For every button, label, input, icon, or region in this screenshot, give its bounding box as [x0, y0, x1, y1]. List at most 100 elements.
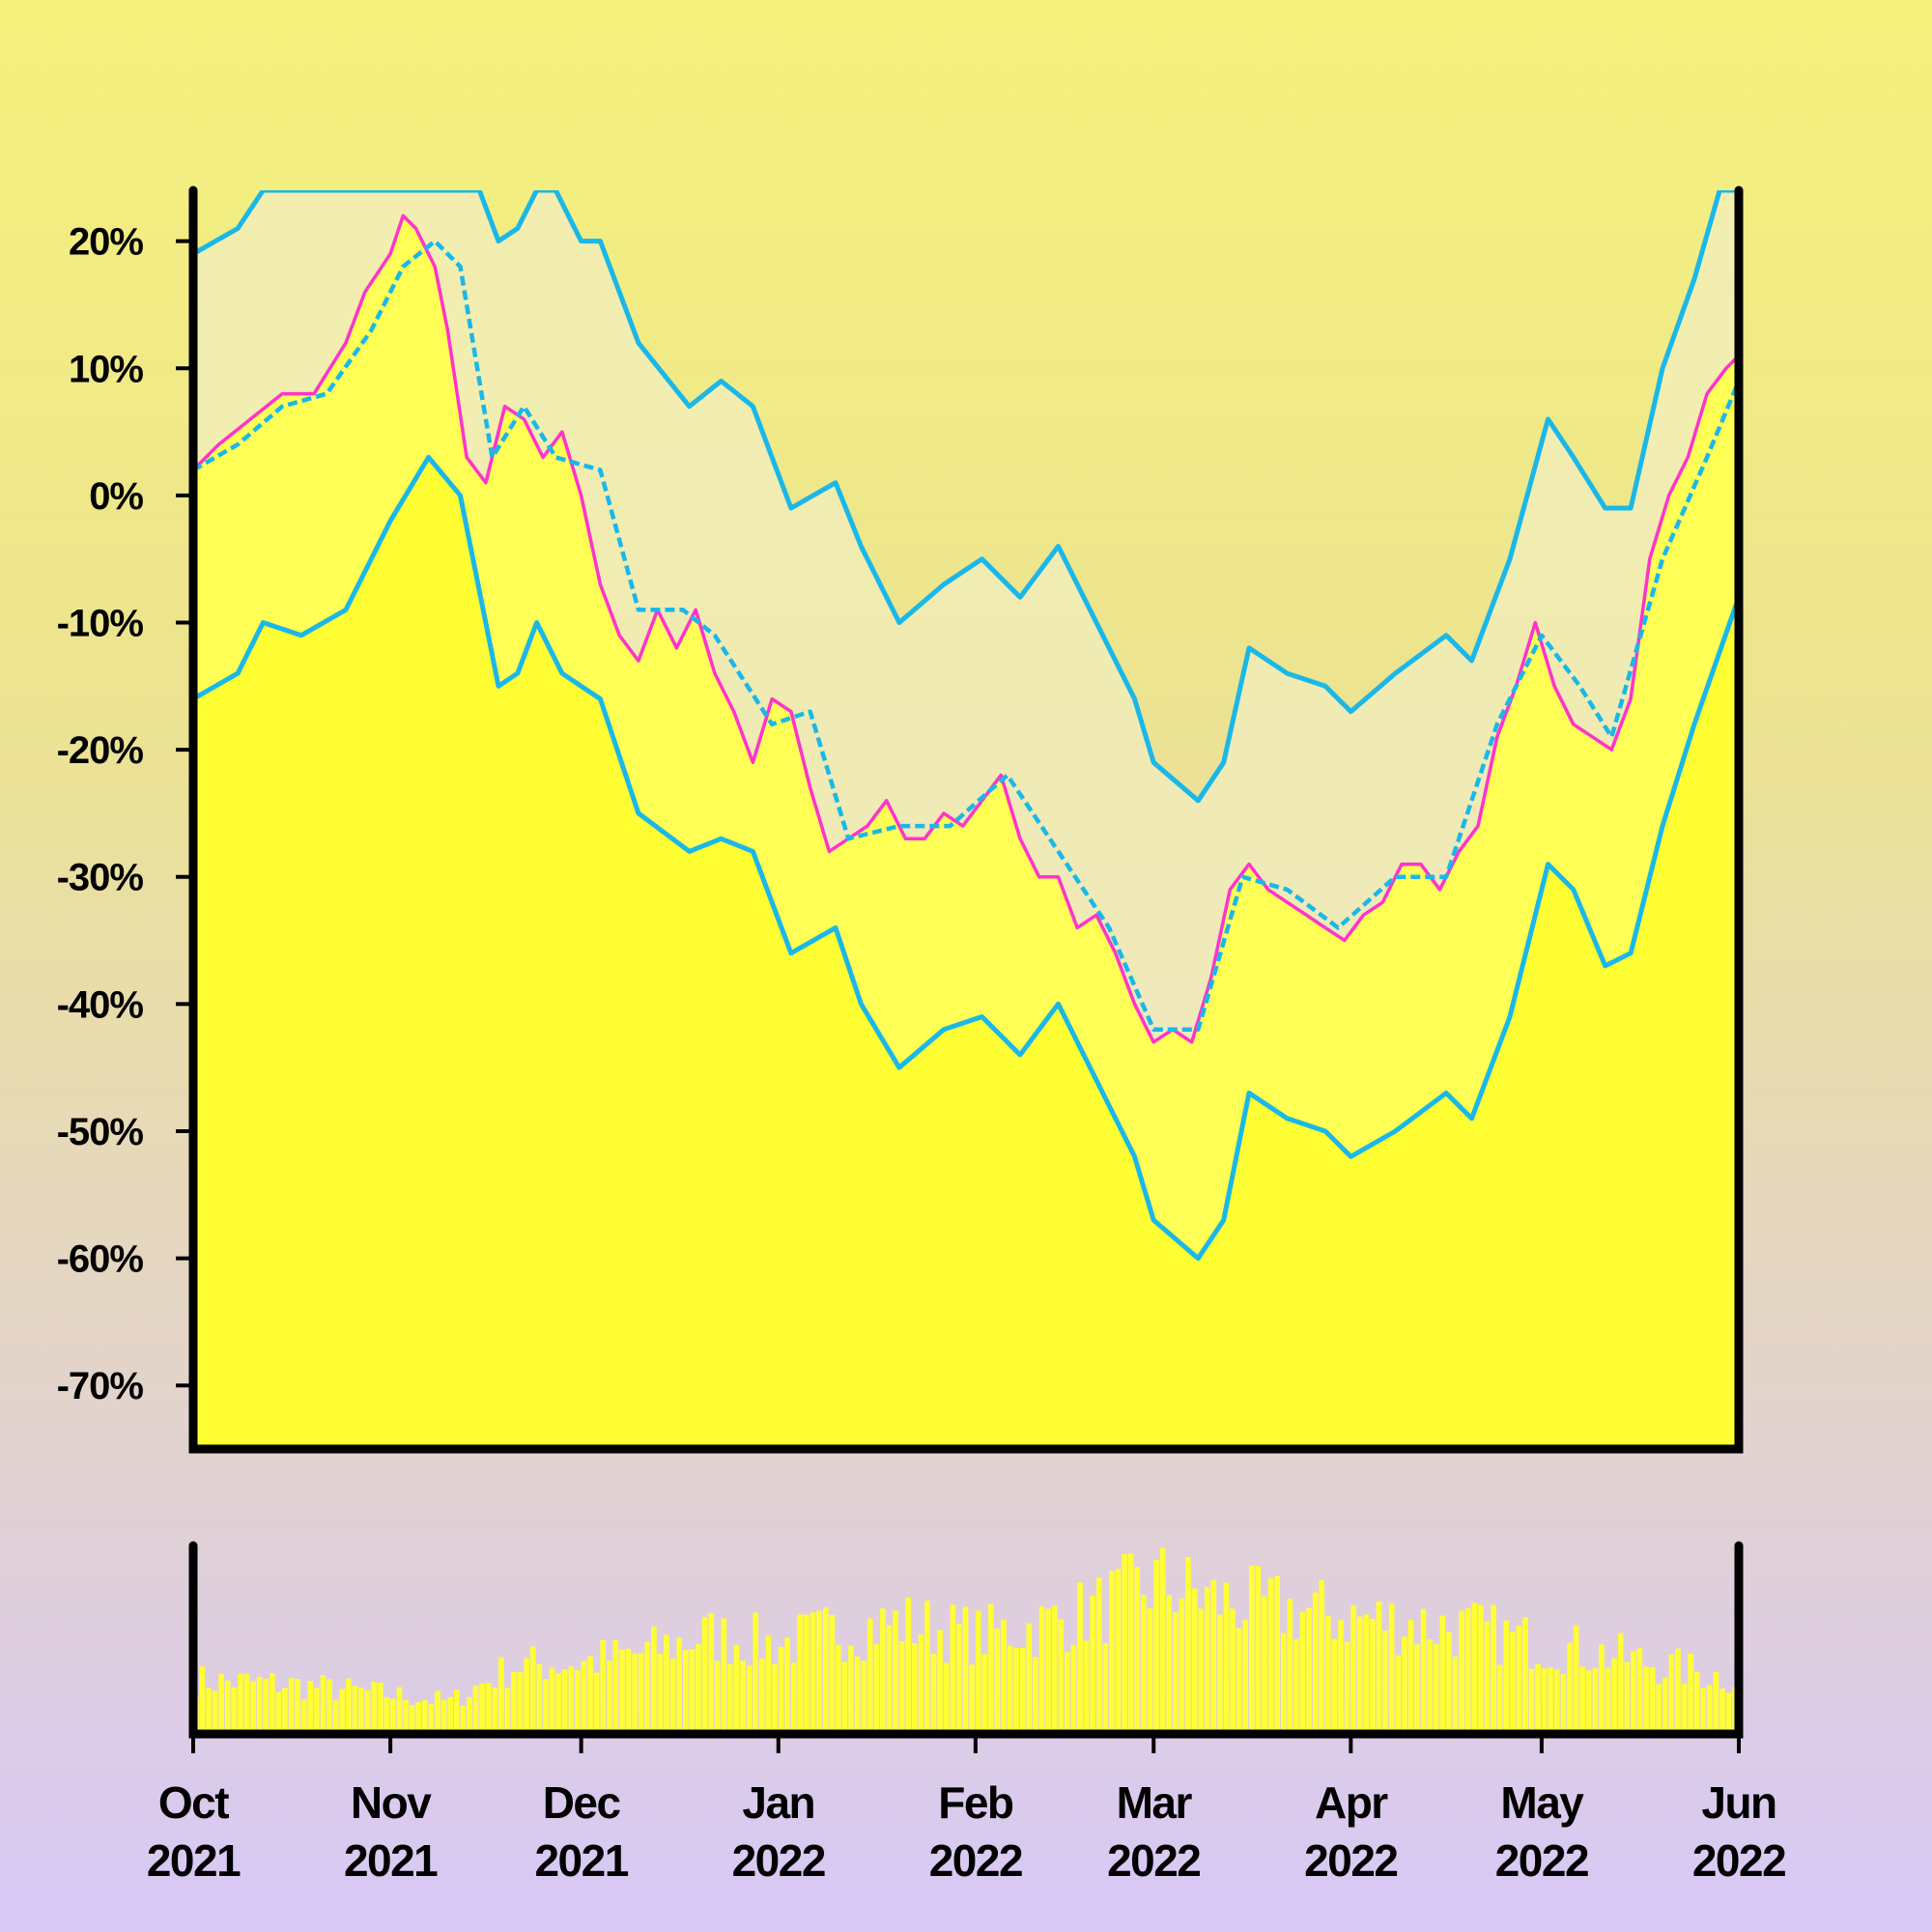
volume-bar	[644, 1641, 651, 1734]
volume-bar	[568, 1666, 575, 1734]
volume-bar	[619, 1649, 625, 1734]
volume-bar	[504, 1688, 511, 1734]
volume-bar	[1624, 1662, 1631, 1734]
volume-bar	[1007, 1645, 1013, 1734]
volume-bar	[1452, 1656, 1459, 1734]
y-tick-label: 20%	[69, 221, 143, 264]
volume-bar	[988, 1604, 994, 1734]
volume-bar	[683, 1649, 689, 1734]
volume-bar	[339, 1689, 346, 1734]
volume-bar	[1109, 1571, 1115, 1734]
volume-bar	[1210, 1579, 1217, 1734]
volume-bar	[937, 1630, 943, 1734]
volume-bar	[727, 1663, 733, 1734]
volume-bar	[1382, 1630, 1388, 1734]
volume-bar	[440, 1699, 447, 1734]
volume-bar	[836, 1644, 841, 1734]
y-tick-label: -60%	[57, 1238, 144, 1281]
y-axis: 20% 10% 0% -10% -20% -30% -40% -50% -60% -70%	[57, 221, 193, 1407]
volume-bar	[1249, 1565, 1255, 1734]
volume-bar	[848, 1645, 854, 1734]
volume-bar	[1115, 1569, 1122, 1734]
plot-frames	[188, 185, 1744, 1739]
volume-bar	[962, 1606, 969, 1734]
volume-bar	[1127, 1553, 1134, 1734]
volume-bar	[1439, 1615, 1446, 1734]
volume-plot-frame	[188, 1541, 1744, 1739]
volume-bar	[746, 1665, 753, 1734]
volume-bar	[1407, 1620, 1414, 1734]
volume-bar	[1719, 1689, 1725, 1734]
y-tick-label: -20%	[57, 729, 144, 772]
y-tick-label: -70%	[57, 1365, 144, 1407]
volume-bar	[275, 1691, 282, 1734]
volume-bar	[1592, 1667, 1599, 1734]
y-tick-label: -30%	[57, 857, 144, 899]
volume-bar	[1045, 1608, 1051, 1734]
volume-bar	[1509, 1632, 1516, 1734]
volume-bar	[472, 1686, 479, 1734]
volume-bar	[1713, 1671, 1719, 1734]
volume-bar	[1446, 1632, 1452, 1734]
x-tick-month-label: Feb	[938, 1777, 1013, 1828]
x-tick-month-label: Nov	[351, 1777, 432, 1828]
volume-bar	[250, 1681, 256, 1734]
volume-bar	[1668, 1654, 1675, 1734]
volume-bar	[912, 1643, 918, 1734]
y-tick-label: -10%	[57, 602, 144, 644]
volume-bar	[467, 1696, 472, 1734]
volume-bar	[1459, 1610, 1464, 1734]
volume-bar	[1541, 1667, 1548, 1734]
volume-bar	[403, 1700, 409, 1734]
volume-bar	[1370, 1618, 1376, 1734]
volume-bar	[696, 1643, 701, 1734]
y-tick-label: -40%	[57, 983, 144, 1026]
volume-bar	[1585, 1670, 1592, 1734]
x-tick-year-label: 2021	[147, 1835, 241, 1886]
volume-bar	[1693, 1671, 1700, 1734]
volume-bar	[1554, 1669, 1560, 1734]
volume-bar	[1535, 1663, 1541, 1734]
volume-bar	[1376, 1601, 1382, 1734]
x-tick-year-label: 2022	[732, 1835, 825, 1886]
y-tick-label: 0%	[89, 475, 143, 518]
volume-bar	[581, 1661, 587, 1734]
volume-bar	[352, 1686, 358, 1734]
volume-bar	[1217, 1614, 1223, 1734]
volume-bar	[1338, 1620, 1344, 1734]
volume-bar	[1001, 1620, 1007, 1734]
x-tick-month-label: Apr	[1315, 1777, 1388, 1828]
volume-bar	[1236, 1628, 1242, 1734]
volume-bar	[1185, 1556, 1191, 1734]
volume-bar	[975, 1610, 981, 1734]
volume-bar	[485, 1683, 492, 1734]
volume-bar	[1656, 1684, 1662, 1734]
volume-bar	[1560, 1674, 1567, 1734]
volume-bar	[447, 1696, 453, 1734]
volume-bar	[1293, 1639, 1299, 1734]
volume-bar	[529, 1646, 536, 1734]
volume-bar	[1567, 1642, 1573, 1734]
lower-band-area-fill	[193, 457, 1739, 1449]
volume-bar	[511, 1671, 517, 1734]
volume-bar	[282, 1688, 288, 1734]
volume-bar	[1141, 1595, 1147, 1734]
volume-bar	[1402, 1636, 1407, 1734]
volume-bar	[1414, 1644, 1420, 1734]
volume-bar	[1013, 1647, 1019, 1734]
volume-bar	[1179, 1598, 1185, 1734]
volume-bar	[1662, 1677, 1668, 1734]
volume-bar	[549, 1667, 555, 1734]
volume-bar	[612, 1639, 619, 1734]
volume-bar	[1230, 1608, 1236, 1734]
volume-bar	[243, 1673, 250, 1734]
volume-bar	[1280, 1633, 1287, 1734]
x-tick-year-label: 2021	[534, 1835, 628, 1886]
volume-bar	[969, 1664, 975, 1734]
volume-bar	[1312, 1592, 1319, 1734]
volume-bar	[829, 1614, 836, 1734]
volume-bar	[1675, 1648, 1681, 1734]
volume-bar	[218, 1673, 224, 1734]
volume-bar	[1223, 1582, 1230, 1734]
x-tick-year-label: 2022	[1107, 1835, 1200, 1886]
